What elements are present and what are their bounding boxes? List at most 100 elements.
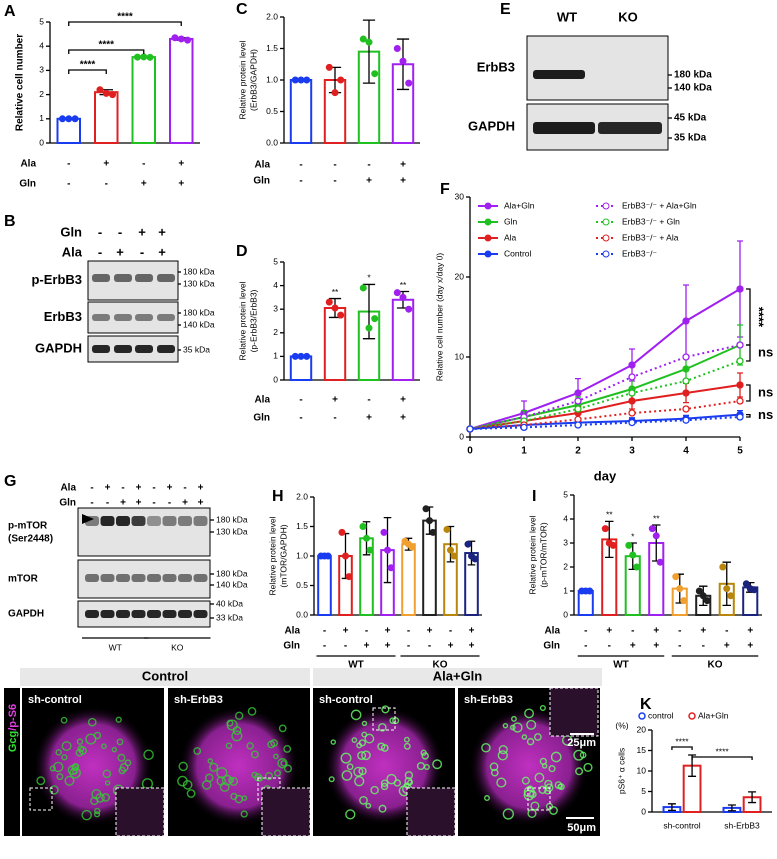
cell	[381, 705, 390, 714]
bar	[317, 555, 332, 616]
blot-band	[131, 516, 146, 526]
error-bar	[748, 791, 757, 804]
cell	[502, 722, 509, 729]
cell	[361, 720, 368, 727]
y-tick-label: 1	[563, 585, 568, 595]
cell	[85, 733, 97, 745]
cell	[246, 742, 254, 750]
y-axis-label: Relative cell number (day x/day 0)	[434, 253, 444, 382]
cell	[538, 785, 547, 794]
data-point	[363, 534, 370, 542]
inset	[261, 787, 311, 837]
data-point	[682, 377, 690, 385]
data-point	[628, 389, 636, 397]
cell	[357, 751, 367, 761]
sign: -	[323, 626, 326, 637]
sign: +	[182, 498, 188, 509]
data-point	[629, 551, 637, 559]
blot-band	[135, 274, 153, 282]
significance: ****	[98, 40, 114, 51]
marker-label: 180 kDa	[674, 70, 712, 81]
sign: -	[333, 413, 336, 424]
cell	[539, 704, 546, 712]
x-tick-label: 5	[737, 446, 743, 457]
sign: -	[344, 641, 347, 652]
data-point	[133, 53, 141, 61]
y-tick-label: 0.5	[296, 580, 308, 590]
cell	[93, 811, 101, 818]
marker-label: 130 kDa	[216, 526, 248, 536]
y-axis-label: (p-ErbB3/ErbB3)	[248, 289, 258, 352]
data-point	[574, 405, 582, 413]
data-point	[422, 505, 430, 513]
cell	[351, 737, 358, 743]
inset-box	[527, 787, 551, 811]
cell	[283, 764, 293, 773]
data-point	[625, 541, 633, 549]
sign: +	[167, 483, 173, 494]
sign: -	[121, 483, 124, 494]
inset	[115, 787, 165, 837]
cell	[481, 742, 491, 753]
significance: *	[631, 531, 635, 541]
y-tick-label: 1.0	[266, 74, 278, 84]
data-point	[371, 70, 379, 78]
cell	[53, 761, 64, 773]
sign: +	[364, 641, 370, 652]
legend-label: Gln	[504, 216, 518, 226]
y-tick-label: 0	[641, 806, 646, 816]
sign: +	[366, 176, 372, 187]
y-tick-label: 4	[563, 513, 568, 523]
y-tick-label: 2	[39, 89, 44, 99]
data-point	[648, 525, 656, 533]
sign: +	[105, 483, 111, 494]
significance: **	[653, 513, 660, 523]
significance: ns	[758, 407, 773, 422]
cell	[423, 763, 430, 770]
condition-header	[20, 668, 310, 686]
y-tick-label: 5	[273, 256, 278, 266]
legend-label: Ala	[504, 232, 517, 242]
blot-band	[147, 516, 161, 526]
y-axis-label: Relative protein level	[267, 516, 277, 595]
cell	[231, 730, 243, 742]
row-label: GAPDH	[8, 609, 44, 620]
y-tick-label: 0.5	[266, 106, 278, 116]
bracket	[746, 413, 751, 418]
cell	[221, 774, 233, 786]
sign: -	[584, 626, 587, 637]
data-point	[682, 317, 690, 325]
cell	[358, 766, 367, 776]
sign: -	[152, 483, 155, 494]
row-label: ErbB3	[44, 309, 82, 324]
significance: *	[367, 273, 371, 283]
cell	[380, 779, 389, 788]
stain-strip	[4, 688, 20, 836]
cell	[119, 762, 129, 772]
blot-band	[157, 314, 175, 321]
sign: +	[400, 395, 406, 406]
cell	[583, 762, 593, 772]
cell	[278, 724, 287, 733]
sign: -	[299, 160, 302, 171]
data-point	[325, 298, 333, 306]
cell	[548, 765, 556, 773]
error-bar	[667, 803, 676, 812]
bracket	[671, 746, 693, 750]
x-axis-label: day	[594, 468, 617, 483]
bracket	[691, 756, 753, 760]
data-point	[291, 76, 299, 84]
significance: ****	[752, 307, 767, 328]
sign: +	[427, 626, 433, 637]
legend-marker	[688, 712, 696, 720]
data-point	[703, 597, 711, 605]
data-point	[719, 563, 727, 571]
cell	[226, 719, 238, 731]
cell	[378, 723, 387, 732]
data-point	[331, 89, 339, 97]
y-tick-label: 0	[563, 609, 568, 619]
sign: +	[136, 498, 142, 509]
inset	[549, 687, 599, 737]
blot-band	[116, 574, 130, 582]
group-label: WT	[348, 660, 364, 671]
